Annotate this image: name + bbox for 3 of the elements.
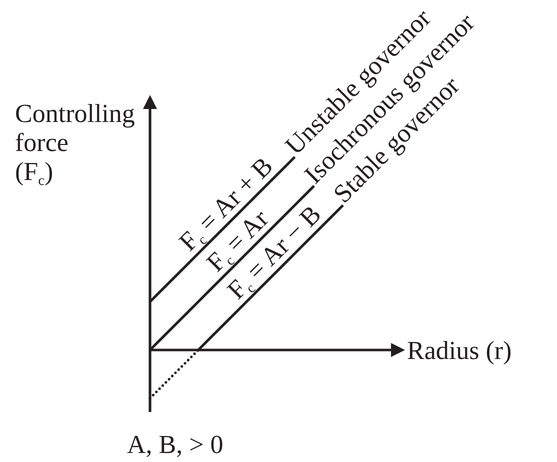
y-axis-title: Controlling force (F$_{c}$) (15, 99, 135, 189)
x-axis-title: Radius (r) (407, 336, 512, 366)
text: A, B, > 0 (127, 430, 224, 459)
